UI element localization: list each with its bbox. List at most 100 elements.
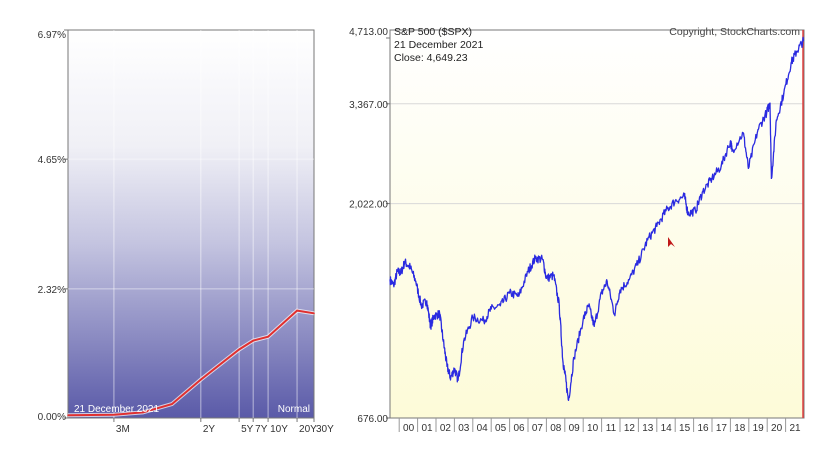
spx-price-point bbox=[453, 368, 455, 370]
yield-curve-frame bbox=[67, 29, 315, 419]
yield-curve-gridlines bbox=[68, 30, 314, 418]
spx-x-tick-label: 04 bbox=[477, 423, 489, 434]
spx-x-tick-label: 09 bbox=[569, 423, 581, 434]
spx-price-point bbox=[647, 239, 649, 241]
spx-price-point bbox=[742, 132, 744, 134]
spx-price-point bbox=[490, 308, 492, 310]
spx-price-point bbox=[518, 295, 520, 297]
spx-price-point bbox=[393, 284, 395, 287]
spx-close-label: Close: 4,649.23 bbox=[394, 52, 468, 64]
spx-price-point bbox=[450, 377, 452, 379]
yield-curve-series bbox=[67, 308, 315, 418]
spx-x-tick-label: 13 bbox=[642, 423, 654, 434]
yield-curve-y-tick-label: 4.65% bbox=[38, 155, 66, 166]
spx-price-point bbox=[567, 399, 570, 401]
spx-price-point bbox=[400, 272, 402, 274]
yield-curve-date-label: 21 December 2021 bbox=[74, 404, 159, 415]
spx-price-point bbox=[619, 289, 621, 291]
spx-x-tick-label: 16 bbox=[697, 423, 709, 434]
spx-x-tick-label: 06 bbox=[513, 423, 525, 434]
spx-price-point bbox=[674, 200, 676, 202]
spx-price-point bbox=[656, 225, 658, 227]
spx-price-point bbox=[665, 210, 667, 212]
spx-price-point bbox=[562, 361, 564, 363]
yield-curve-point bbox=[267, 335, 269, 338]
yield-curve-point bbox=[67, 414, 69, 417]
spx-price-point bbox=[731, 150, 733, 152]
spx-y-tick-label: 3,367.00 bbox=[349, 100, 388, 111]
spx-x-tick-label: 05 bbox=[495, 423, 507, 434]
spx-price-point bbox=[757, 129, 759, 131]
yield-curve-point bbox=[142, 411, 144, 414]
spx-price-point bbox=[601, 292, 603, 294]
yield-curve-panel: 0.00% 2.32% 4.65% 6.97% 3M 2Y 5Y 7Y 10Y 20Y 30Y 2… bbox=[38, 29, 334, 435]
spx-price-point bbox=[457, 379, 459, 381]
spx-price-point bbox=[573, 357, 575, 359]
spx-price-point bbox=[747, 167, 750, 170]
spx-price-point bbox=[613, 313, 616, 315]
spx-price-point bbox=[442, 340, 444, 342]
yield-curve-point bbox=[238, 348, 240, 351]
spx-x-tick-label: 00 bbox=[403, 423, 415, 434]
yield-curve-normal-label: Normal bbox=[278, 404, 310, 415]
spx-price-point bbox=[582, 318, 584, 320]
yield-curve-point bbox=[171, 403, 173, 405]
spx-x-tick-label: 08 bbox=[550, 423, 562, 434]
spx-price-point bbox=[593, 325, 595, 327]
spx-price-point bbox=[483, 320, 485, 322]
yield-curve-x-tick-label: 2Y bbox=[203, 424, 216, 435]
spx-x-tick-label: 12 bbox=[624, 423, 636, 434]
spx-price-point bbox=[389, 279, 391, 281]
yield-curve-point bbox=[113, 413, 115, 416]
spx-price-point bbox=[687, 213, 689, 215]
spx-price-point bbox=[404, 261, 406, 263]
spx-price-point bbox=[558, 305, 560, 307]
yield-curve-x-tick-label: 3M bbox=[116, 424, 130, 435]
spx-price-point bbox=[463, 340, 465, 342]
spx-price-point bbox=[534, 257, 536, 259]
spx-price-point bbox=[426, 300, 428, 302]
spx-price-point bbox=[446, 365, 448, 367]
spx-price-point bbox=[509, 292, 511, 294]
spx-price-point bbox=[720, 165, 722, 167]
spx-price-point bbox=[433, 315, 435, 317]
spx-x-tick-label: 02 bbox=[440, 423, 452, 434]
spx-x-tick-label: 11 bbox=[606, 423, 617, 434]
yield-curve-x-tick-label: 20Y bbox=[299, 424, 317, 435]
spx-x-tick-label: 03 bbox=[458, 423, 470, 434]
spx-price-point bbox=[439, 313, 441, 315]
spx-price-point bbox=[683, 195, 686, 197]
spx-price-point bbox=[770, 177, 773, 179]
spx-x-tick-label: 14 bbox=[661, 423, 673, 434]
spx-x-tick-label: 20 bbox=[771, 423, 783, 434]
yield-curve-point bbox=[252, 339, 254, 342]
spx-price-point bbox=[775, 119, 778, 121]
yield-curve-point bbox=[296, 309, 298, 312]
yield-curve-x-tick-label: 10Y bbox=[270, 424, 288, 435]
spx-panel: 676.002,022.003,367.004,713.00 00 01 02 03 0… bbox=[349, 26, 805, 434]
yield-curve-y-tick-label: 2.32% bbox=[38, 285, 66, 296]
yield-curve-point bbox=[216, 365, 219, 368]
spx-copyright: Copyright, StockCharts.com bbox=[669, 26, 800, 38]
spx-plot-area bbox=[390, 30, 804, 418]
spx-price-point bbox=[564, 372, 566, 374]
spx-price-point bbox=[409, 266, 411, 268]
spx-y-tick-label: 676.00 bbox=[357, 414, 388, 425]
spx-price-point bbox=[542, 258, 544, 261]
spx-price-point bbox=[545, 277, 548, 279]
spx-y-tick-label: 4,713.00 bbox=[349, 27, 388, 38]
spx-price-point bbox=[396, 270, 398, 272]
spx-x-tick-label: 21 bbox=[789, 423, 801, 434]
spx-date-label: 21 December 2021 bbox=[394, 39, 483, 51]
spx-price-point bbox=[790, 62, 792, 64]
spx-price-line bbox=[389, 36, 805, 401]
spx-price-point bbox=[802, 40, 805, 42]
spx-x-tick-label: 18 bbox=[734, 423, 746, 434]
spx-x-tick-label: 15 bbox=[679, 423, 691, 434]
yield-curve-x-tick-label: 30Y bbox=[316, 424, 334, 435]
spx-x-tick-label: 07 bbox=[532, 423, 544, 434]
yield-curve-y-tick-label: 0.00% bbox=[38, 412, 66, 423]
spx-x-tick-label: 01 bbox=[421, 423, 433, 434]
spx-price-point bbox=[694, 210, 697, 212]
spx-y-axis: 676.00 2,022.00 3,367.00 4,713.00 bbox=[349, 27, 390, 425]
